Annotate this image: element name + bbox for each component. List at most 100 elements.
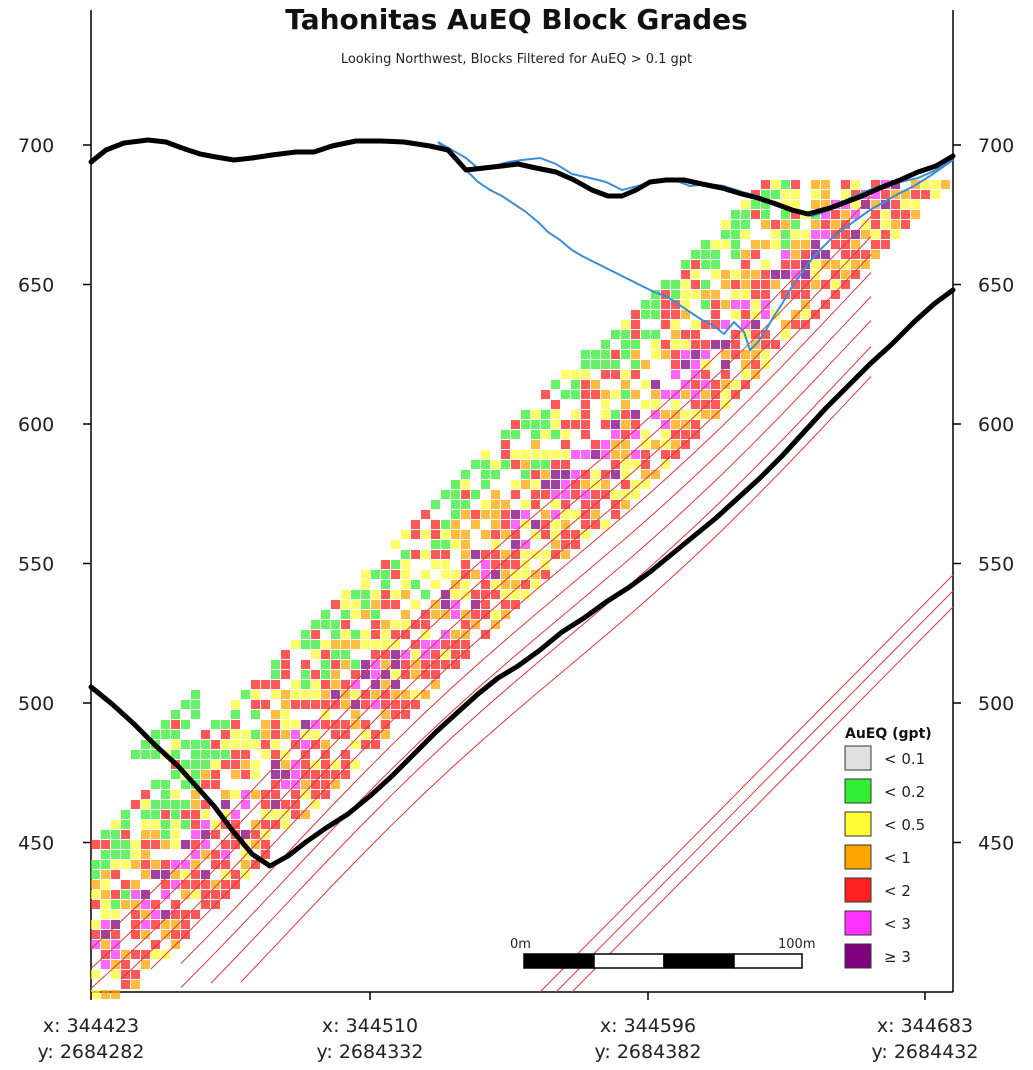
grade-block (271, 810, 280, 819)
grade-block (401, 660, 410, 669)
grade-block (621, 480, 630, 489)
grade-block (451, 500, 460, 509)
grade-block (561, 540, 570, 549)
grade-block (111, 960, 120, 969)
grade-block (761, 260, 770, 269)
grade-block (331, 760, 340, 769)
grade-block (671, 280, 680, 289)
grade-block (521, 450, 530, 459)
grade-block (141, 930, 150, 939)
grade-block (361, 740, 370, 749)
grade-block (451, 570, 460, 579)
grade-block (171, 740, 180, 749)
grade-block (761, 310, 770, 319)
grade-block (591, 520, 600, 529)
grade-block (121, 820, 130, 829)
scale-bar: 0m 100m (510, 937, 815, 969)
grade-block (801, 260, 810, 269)
grade-block (271, 780, 280, 789)
grade-block (141, 920, 150, 929)
grade-block (251, 700, 260, 709)
grade-block (241, 760, 250, 769)
legend-swatch (844, 910, 872, 936)
grade-block (871, 220, 880, 229)
grade-block (401, 710, 410, 719)
grade-block (801, 290, 810, 299)
grade-block (641, 460, 650, 469)
grade-block (591, 470, 600, 479)
grade-block (761, 200, 770, 209)
legend: AuEQ (gpt) < 0.1 < 0.2 < 0.5 < 1 < 2 < 3 ≥ 3 (844, 726, 932, 969)
grade-block (551, 450, 560, 459)
grade-block (531, 420, 540, 429)
grade-block (761, 350, 770, 359)
grade-block (741, 380, 750, 389)
grade-block (561, 440, 570, 449)
grade-block (551, 490, 560, 499)
grade-block (601, 410, 610, 419)
grade-block (411, 690, 420, 699)
grade-block (571, 450, 580, 459)
grade-block (181, 880, 190, 889)
grade-block (101, 990, 110, 999)
grade-block (191, 700, 200, 709)
grade-block (551, 400, 560, 409)
grade-block (251, 830, 260, 839)
grade-block (361, 580, 370, 589)
grade-block (371, 700, 380, 709)
grade-block (541, 490, 550, 499)
vein-wireframe-line (555, 590, 954, 993)
grade-block (121, 950, 130, 959)
elevation-label-left: 700 (18, 135, 54, 157)
grade-block (271, 710, 280, 719)
grade-block (311, 670, 320, 679)
grade-block (541, 570, 550, 579)
grade-block (181, 910, 190, 919)
grade-block (571, 540, 580, 549)
grade-block (761, 290, 770, 299)
grade-block (811, 200, 820, 209)
grade-block (191, 880, 200, 889)
grade-block (811, 310, 820, 319)
grade-block (411, 660, 420, 669)
grade-block (151, 800, 160, 809)
grade-block (741, 200, 750, 209)
grade-block (331, 620, 340, 629)
grade-block (661, 430, 670, 439)
grade-block (161, 730, 170, 739)
grade-block (361, 590, 370, 599)
grade-block (461, 530, 470, 539)
grade-block (251, 790, 260, 799)
grade-block (281, 820, 290, 829)
grade-block (781, 260, 790, 269)
grade-block (711, 390, 720, 399)
grade-block (341, 730, 350, 739)
grade-block (461, 560, 470, 569)
vein-wireframe-line (240, 376, 872, 983)
grade-block (101, 930, 110, 939)
grade-block (621, 330, 630, 339)
grade-block (621, 350, 630, 359)
grade-block (401, 590, 410, 599)
grade-block (781, 320, 790, 329)
grade-block (241, 870, 250, 879)
grade-block (201, 730, 210, 739)
grade-block (311, 790, 320, 799)
grade-block (421, 670, 430, 679)
grade-block (581, 350, 590, 359)
grade-block (281, 780, 290, 789)
grade-block (791, 320, 800, 329)
grade-block (161, 840, 170, 849)
grade-block (691, 410, 700, 419)
legend-label: < 2 (884, 882, 911, 900)
grade-block (331, 680, 340, 689)
grade-block (791, 200, 800, 209)
grade-block (841, 190, 850, 199)
grade-block (651, 380, 660, 389)
grade-block (171, 830, 180, 839)
grade-block (381, 730, 390, 739)
legend-swatch (844, 877, 872, 903)
grade-block (791, 250, 800, 259)
grade-block (311, 620, 320, 629)
grade-block (631, 330, 640, 339)
